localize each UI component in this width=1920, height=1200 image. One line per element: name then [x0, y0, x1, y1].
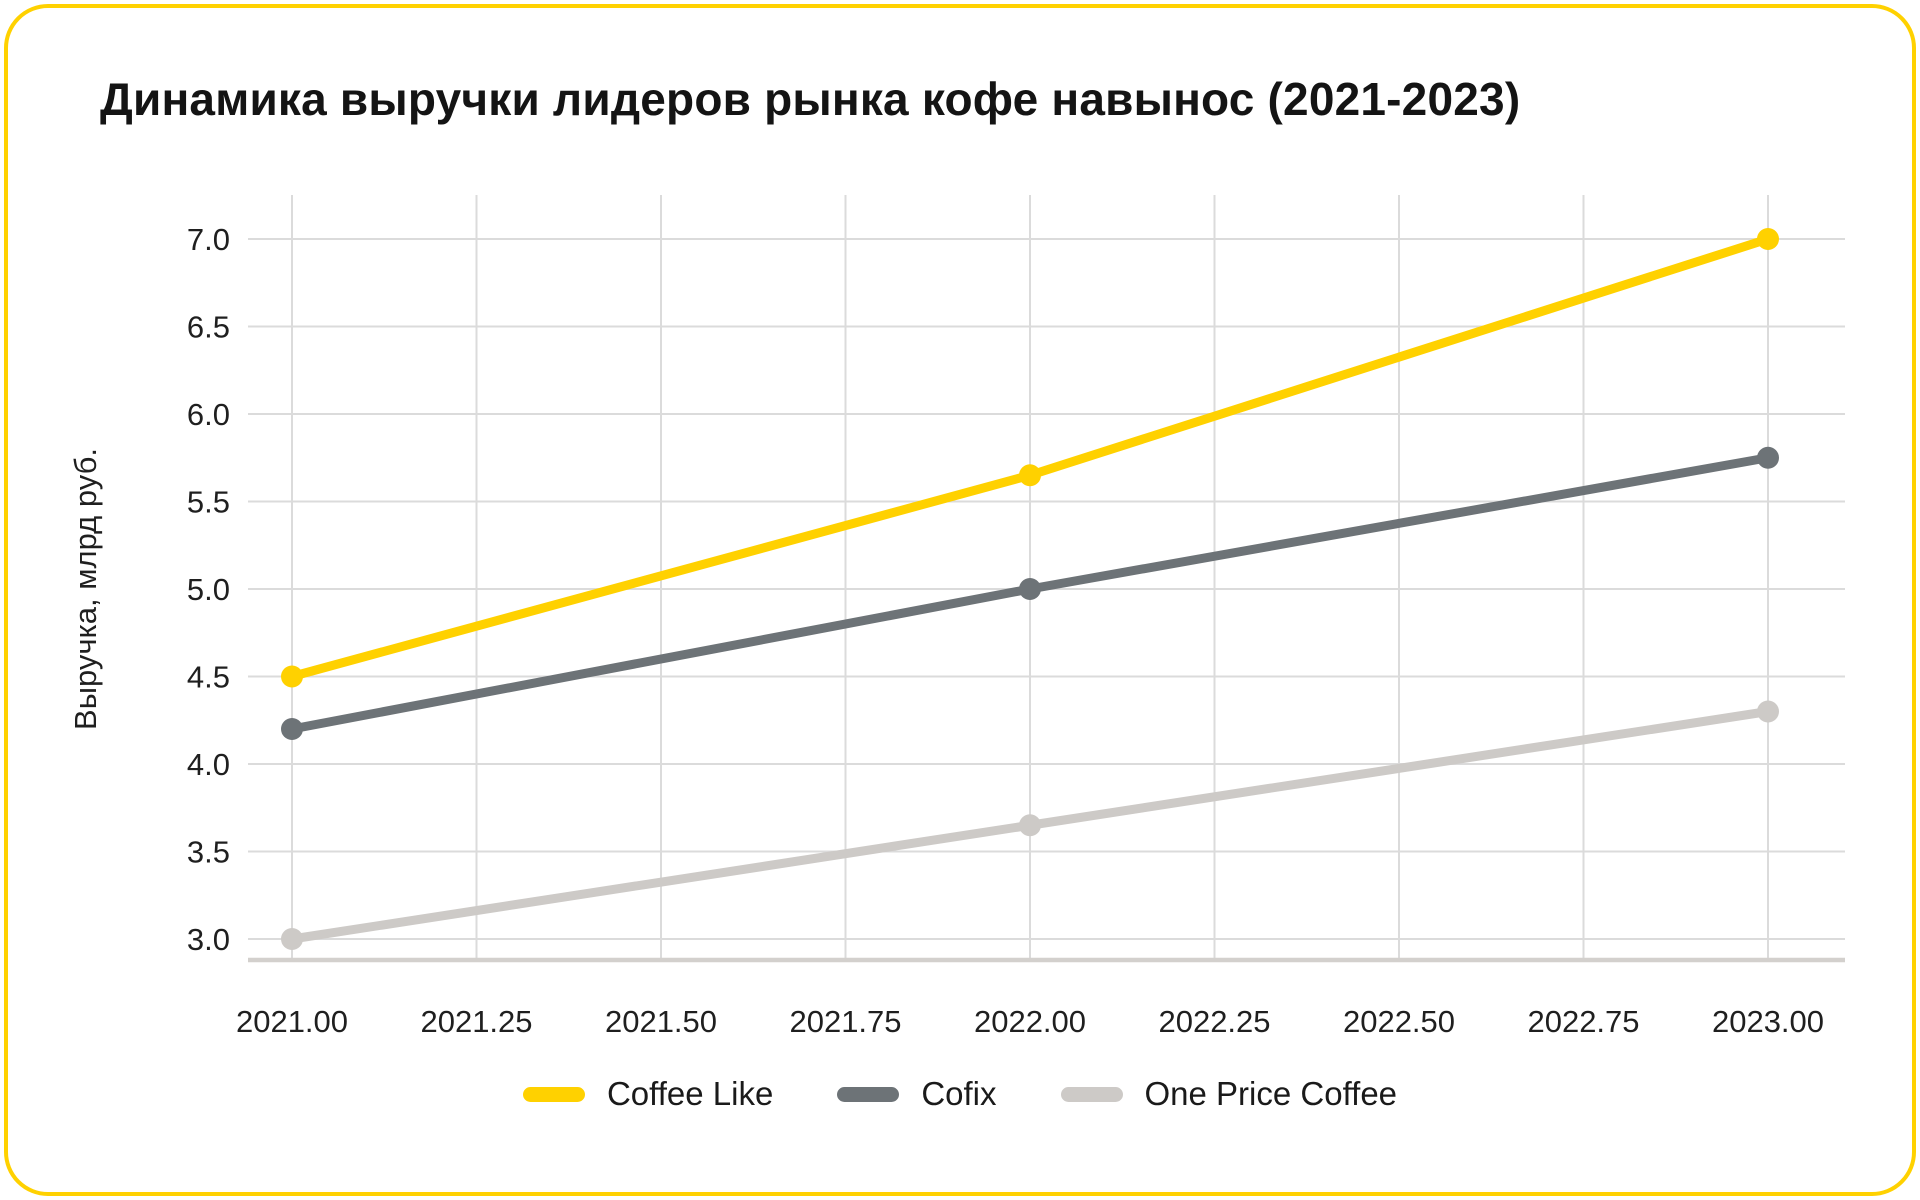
x-tick-label: 2021.75: [789, 1004, 901, 1039]
legend-item-cofix: Cofix: [837, 1075, 997, 1113]
data-point-cofix: [1019, 578, 1041, 600]
x-tick-label: 2021.00: [236, 1004, 348, 1039]
legend-swatch-coffee-like: [522, 1086, 585, 1102]
x-tick-label: 2022.00: [974, 1004, 1086, 1039]
y-tick-label: 3.5: [187, 835, 230, 870]
x-tick-label: 2021.50: [605, 1004, 717, 1039]
data-point-coffee-like: [1019, 464, 1041, 487]
x-tick-label: 2022.75: [1527, 1004, 1639, 1039]
data-point-cofix: [1757, 446, 1779, 469]
chart-title: Динамика выручки лидеров рынка кофе навы…: [100, 73, 1521, 125]
y-tick-label: 5.5: [187, 485, 230, 520]
legend-swatch-one-price-coffee: [1060, 1086, 1123, 1102]
legend-label: Coffee Like: [606, 1075, 774, 1112]
legend-swatch-cofix: [837, 1086, 900, 1102]
data-point-one-price-coffee: [1019, 814, 1041, 837]
y-tick-label: 3.0: [187, 922, 230, 957]
data-point-cofix: [281, 718, 303, 740]
data-point-coffee-like: [281, 665, 303, 688]
data-point-one-price-coffee: [281, 928, 303, 950]
data-point-one-price-coffee: [1757, 700, 1779, 723]
legend-label: One Price Coffee: [1144, 1075, 1398, 1112]
x-tick-label: 2022.25: [1158, 1004, 1270, 1039]
y-tick-label: 6.5: [187, 310, 230, 345]
y-tick-label: 6.0: [187, 397, 230, 432]
x-tick-label: 2021.25: [420, 1004, 532, 1039]
y-tick-label: 4.5: [187, 660, 230, 695]
x-tick-label: 2022.50: [1343, 1004, 1455, 1039]
y-tick-label: 4.0: [187, 747, 230, 782]
x-tick-label: 2023.00: [1712, 1004, 1824, 1039]
y-axis-title: Выручка, млрд руб.: [68, 448, 103, 730]
legend-item-coffee-like: Coffee Like: [522, 1075, 774, 1113]
legend-label: Cofix: [921, 1075, 997, 1112]
data-point-coffee-like: [1757, 228, 1779, 250]
y-tick-label: 7.0: [187, 222, 230, 257]
chart-legend: Coffee Like Cofix One Price Coffee: [0, 1075, 1920, 1113]
y-tick-label: 5.0: [187, 572, 230, 607]
legend-item-one-price-coffee: One Price Coffee: [1060, 1075, 1398, 1113]
